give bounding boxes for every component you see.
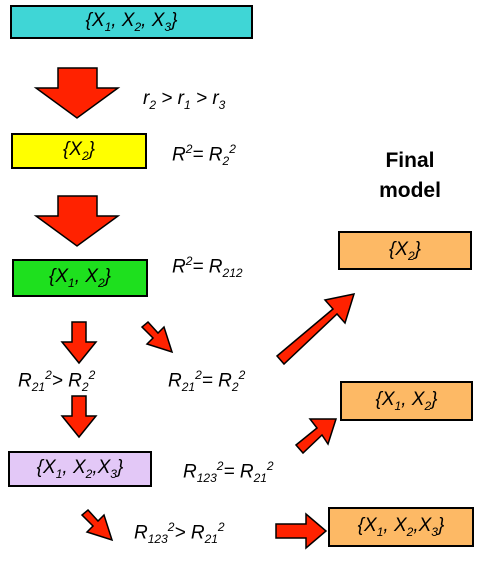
label-r21-eq-r2: R212= R22 <box>168 368 246 395</box>
diag-arrow-to-final-2 <box>294 418 338 455</box>
diag-arrow-small-2 <box>80 508 114 542</box>
final-box-x2: {X2} <box>338 231 472 270</box>
box-label: {X1, X2, X3} <box>85 10 178 34</box>
label-r2-eq-r21: R2= R212 <box>172 254 243 281</box>
down-arrow-small-2 <box>60 395 98 439</box>
label-r-order: r2 > r1 > r3 <box>143 88 226 112</box>
final-box-x1-x2: {X1, X2} <box>340 381 473 421</box>
box-label: {X1, X2,X3} <box>357 515 445 539</box>
diag-arrow-small-1 <box>140 320 174 354</box>
right-arrow-final-3 <box>275 512 328 550</box>
down-arrow-large-2 <box>33 195 121 247</box>
final-box-x1-x2-x3: {X1, X2,X3} <box>328 507 474 547</box>
diag-arrow-to-final-1 <box>275 293 356 366</box>
box-x1-x2: {X1, X2} <box>12 259 148 297</box>
box-label: {X1, X2} <box>375 389 438 413</box>
final-title-line-1: Final <box>385 149 435 172</box>
label-r123-gt-r21: R1232> R212 <box>134 520 225 547</box>
box-x1-x2-x3-lower: {X1, X2,X3} <box>8 451 152 487</box>
label-r123-eq-r21: R1232= R212 <box>183 459 274 486</box>
box-label: {X1, X2} <box>49 266 111 290</box>
box-label: {X1, X2,X3} <box>36 457 124 481</box>
label-r2-eq-r2-2: R2= R22 <box>172 142 236 169</box>
down-arrow-small-1 <box>60 321 98 365</box>
final-model-title: Final model <box>355 146 465 206</box>
down-arrow-large-1 <box>33 67 121 119</box>
box-x1-x2-x3: {X1, X2, X3} <box>10 5 253 39</box>
box-x2: {X2} <box>11 133 147 169</box>
box-label: {X2} <box>62 139 96 163</box>
label-r21-gt-r2: R212> R22 <box>18 368 96 395</box>
box-label: {X2} <box>388 238 422 263</box>
final-title-line-2: model <box>379 179 441 202</box>
